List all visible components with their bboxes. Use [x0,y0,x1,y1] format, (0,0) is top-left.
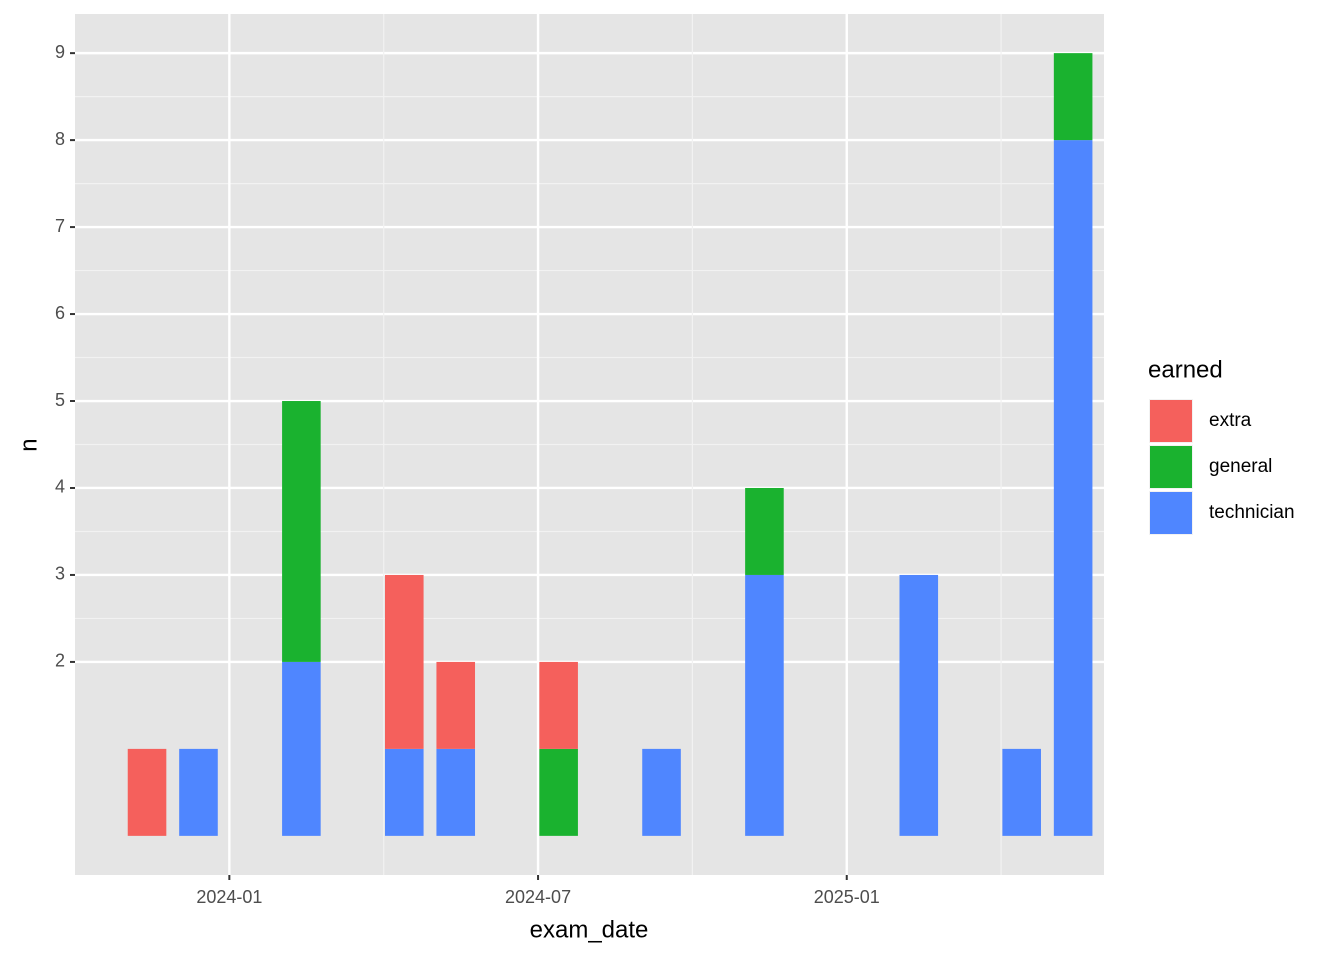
legend-swatch [1150,492,1192,534]
bar [282,661,321,836]
bar [745,574,784,836]
x-axis-title: exam_date [530,916,649,943]
bar [127,748,167,836]
y-axis-title: n [15,438,42,451]
bar [436,661,476,749]
x-tick-label: 2024-07 [505,887,571,907]
bar [899,574,939,836]
legend-label: extra [1209,410,1252,431]
y-tick-label: 2 [55,651,65,671]
legend-swatch [1150,400,1192,442]
bar [539,748,578,836]
bar [384,574,424,749]
bar [282,401,321,662]
bar [642,748,681,836]
y-tick-label: 9 [55,42,65,62]
bar [384,748,424,836]
x-tick-label: 2024-01 [196,887,262,907]
x-tick-label: 2025-01 [814,887,880,907]
bar [1002,748,1041,836]
y-tick-label: 3 [55,564,65,584]
bar [1053,140,1093,836]
y-tick-label: 5 [55,390,65,410]
y-tick-label: 4 [55,477,65,497]
legend-label: general [1209,456,1272,477]
legend-label: technician [1209,502,1295,523]
legend-title: earned [1148,356,1223,383]
y-tick-label: 7 [55,216,65,236]
legend-swatch [1150,446,1192,488]
bar [1053,53,1093,141]
y-tick-label: 8 [55,129,65,149]
bar [745,487,784,575]
bar [436,748,476,836]
y-tick-label: 6 [55,303,65,323]
bar [179,748,218,836]
bar [539,661,578,749]
